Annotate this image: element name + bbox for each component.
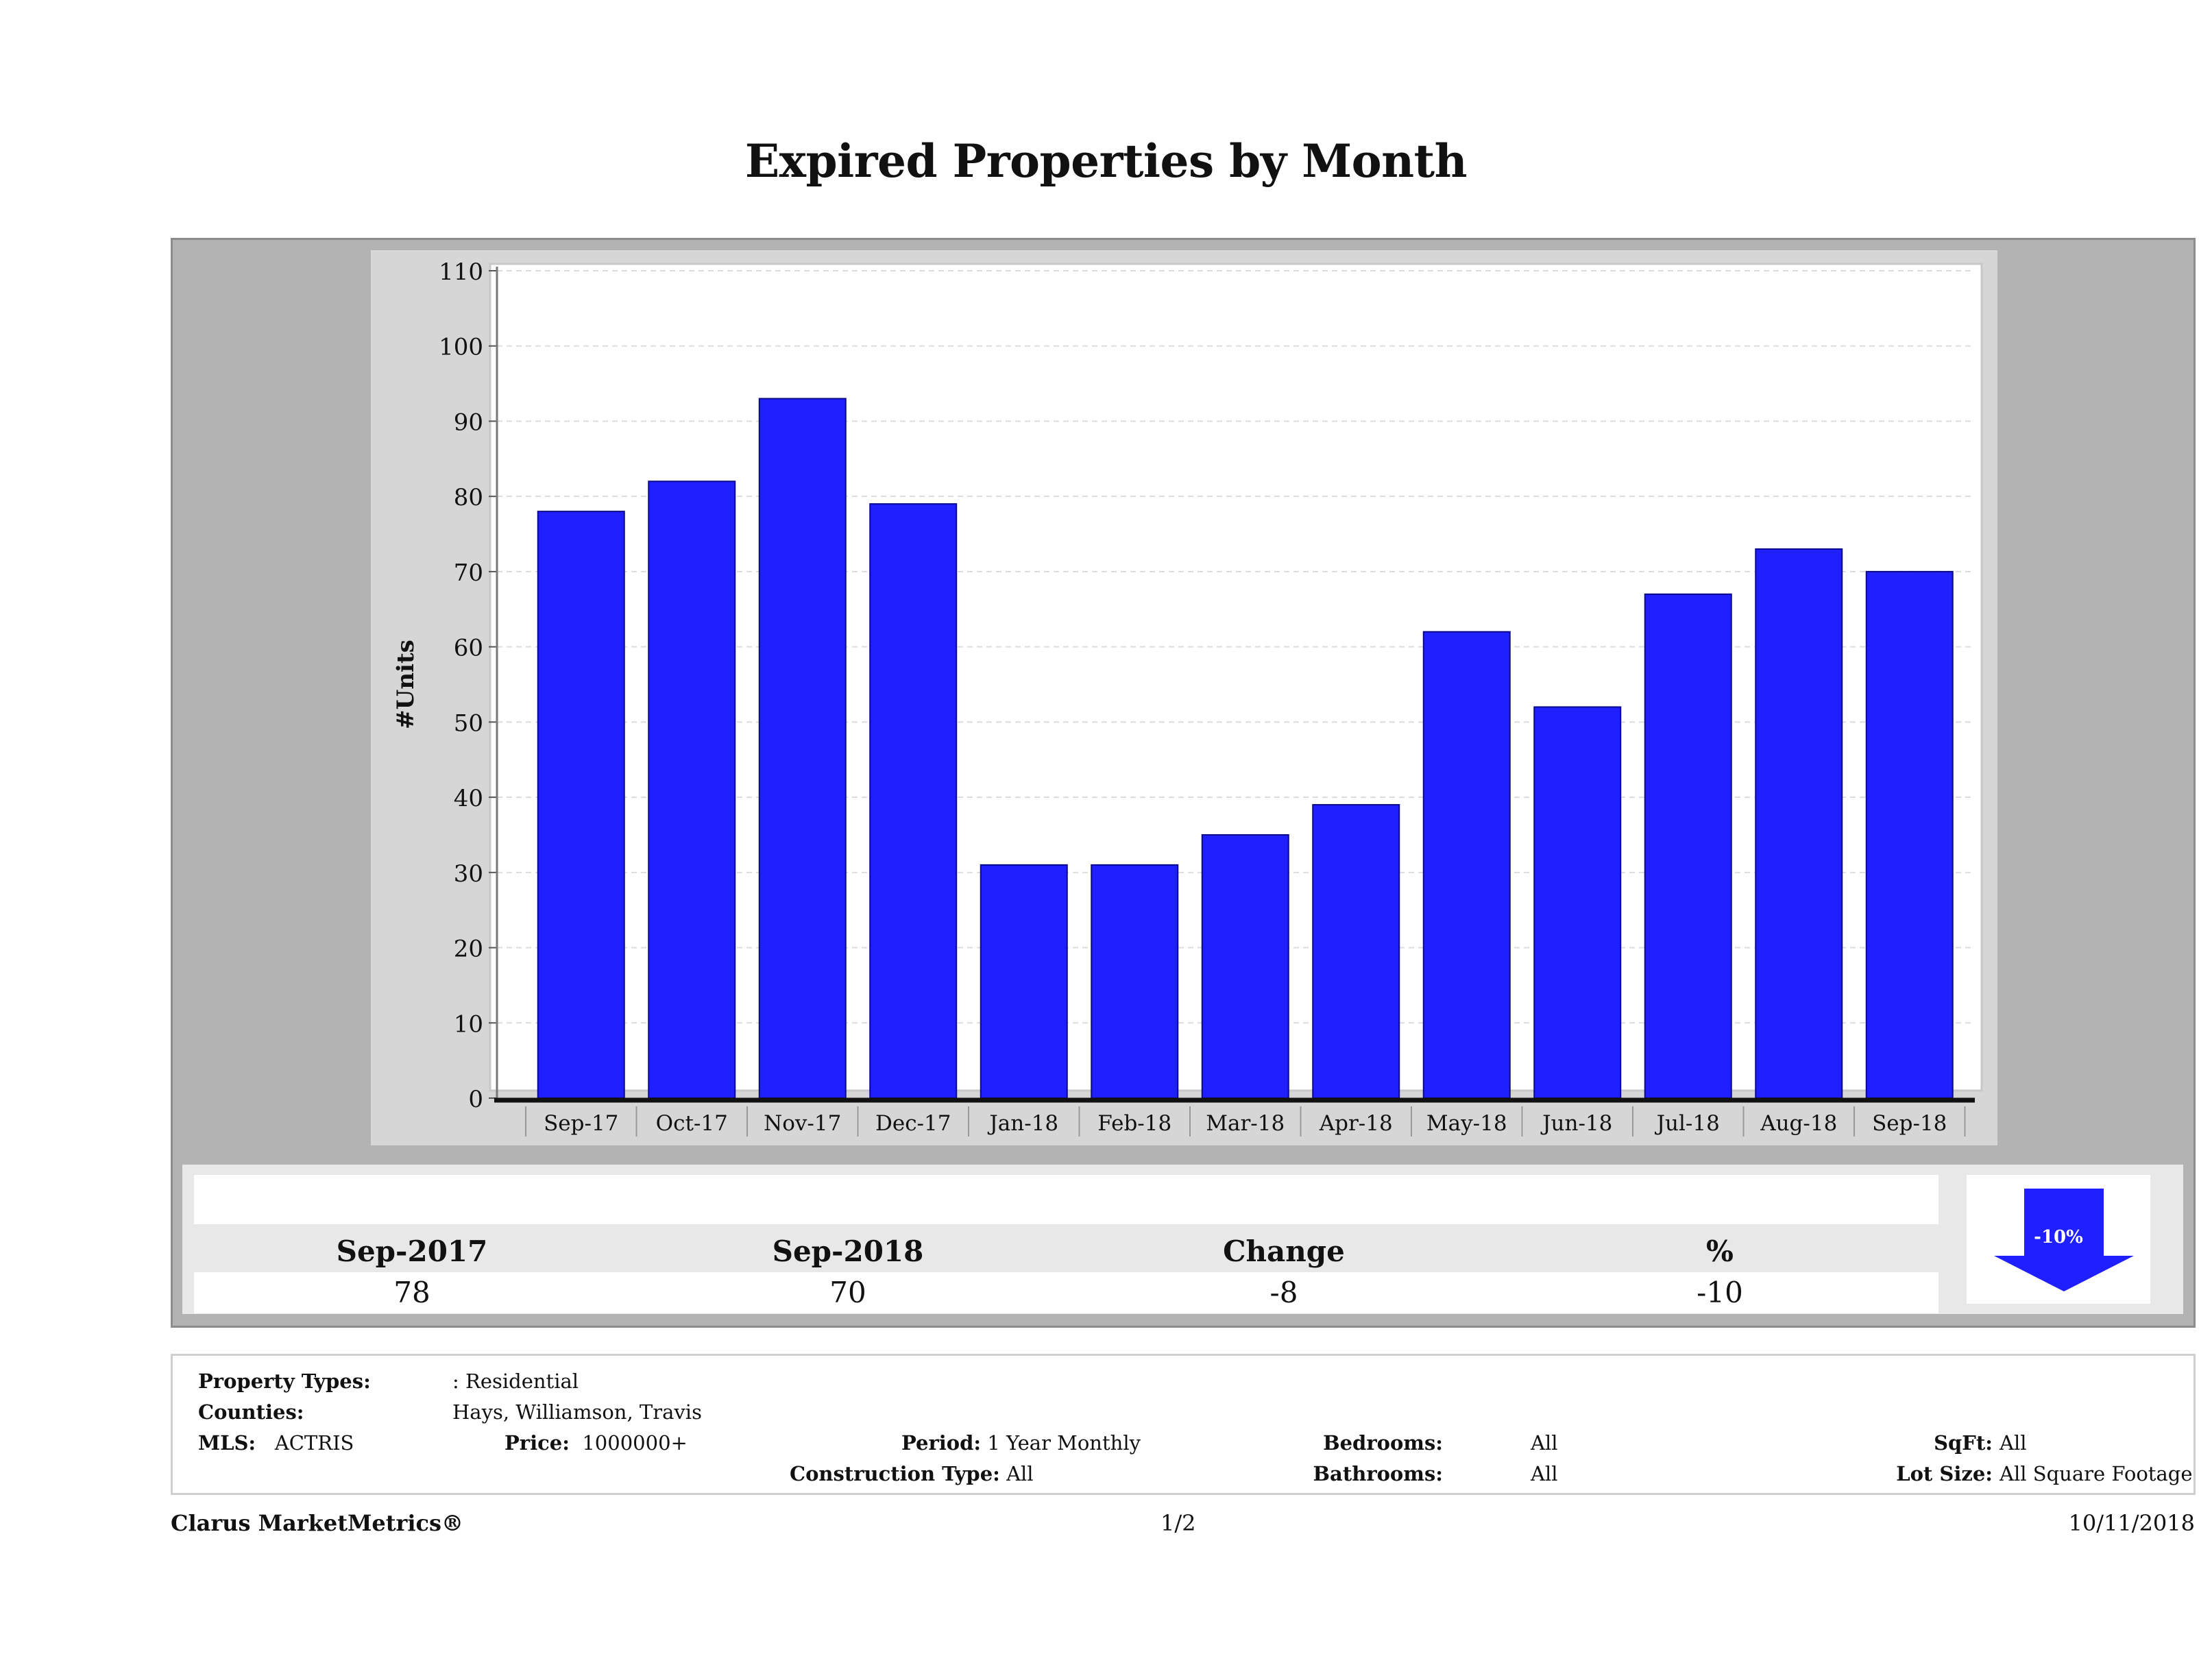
- bar-chart: 0 10 20 30 40 50 60 70 80 90 100 110 #Units Sep-17 Oct…: [392, 258, 1983, 1136]
- filter-bedrooms-label: Bedrooms:: [1323, 1431, 1443, 1455]
- bar-sep-18: [1865, 570, 1954, 1099]
- y-tick-label: 10: [454, 1010, 483, 1038]
- bar-jan-18: [980, 864, 1068, 1099]
- x-tick-label: Jun-18: [1540, 1111, 1612, 1136]
- value-percent: -10: [1697, 1276, 1743, 1309]
- x-tick-label: Sep-17: [544, 1111, 618, 1136]
- bar-feb-18: [1091, 864, 1179, 1099]
- x-tick-label: Aug-18: [1760, 1111, 1837, 1136]
- x-tick-label: May-18: [1426, 1111, 1507, 1136]
- filter-period: Period: 1 Year Monthly: [901, 1431, 1141, 1455]
- bar-aug-18: [1755, 548, 1843, 1099]
- trend-badge: -10%: [1967, 1175, 2150, 1304]
- header-change: Change: [1223, 1235, 1345, 1268]
- comparison-header-blank: [194, 1175, 1938, 1224]
- x-tick-label: Feb-18: [1097, 1111, 1171, 1136]
- x-tick-label: Apr-18: [1319, 1111, 1393, 1136]
- footer-page-number: 1/2: [1160, 1510, 1196, 1536]
- y-tick-label: 0: [468, 1086, 483, 1113]
- filter-property-types: Property Types:: [198, 1370, 371, 1393]
- y-tick-label: 30: [454, 860, 483, 888]
- value-sep-2017: 78: [393, 1276, 430, 1309]
- x-tick-label: Nov-17: [764, 1111, 841, 1136]
- filter-construction-type: Construction Type: All: [790, 1462, 1034, 1485]
- comparison-header-row: Sep-2017 Sep-2018 Change %: [194, 1231, 1938, 1272]
- filter-price: Price: 1000000+: [505, 1431, 688, 1455]
- header-percent: %: [1706, 1235, 1734, 1268]
- bar-jul-18: [1644, 593, 1732, 1099]
- footer-brand: Clarus MarketMetrics®: [171, 1510, 464, 1536]
- y-tick-label: 40: [454, 785, 483, 812]
- y-axis-label: #Units: [392, 640, 420, 729]
- x-tick-label: Jan-18: [987, 1111, 1058, 1136]
- comparison-value-row: 78 70 -8 -10: [194, 1272, 1938, 1313]
- header-sep-2018: Sep-2018: [772, 1235, 924, 1268]
- filter-lot-size-value: All Square Footage: [2000, 1462, 2193, 1485]
- bar-mar-18: [1201, 834, 1289, 1099]
- y-tick-label: 50: [454, 709, 483, 737]
- chart-frame: 0 10 20 30 40 50 60 70 80 90 100 110 #Units Sep-17 Oct…: [371, 250, 1997, 1145]
- value-change: -8: [1269, 1276, 1298, 1309]
- filter-bathrooms-label: Bathrooms:: [1313, 1462, 1443, 1485]
- bar-may-18: [1422, 631, 1511, 1099]
- bar-dec-17: [869, 503, 958, 1099]
- bar-nov-17: [758, 398, 847, 1099]
- x-tick-label: Mar-18: [1206, 1111, 1285, 1136]
- filter-bedrooms-value: All: [1531, 1431, 1558, 1455]
- trend-badge-label: -10%: [2034, 1227, 2083, 1248]
- filter-sqft-value: All: [2000, 1431, 2027, 1455]
- y-tick-label: 70: [454, 559, 483, 587]
- bar-apr-18: [1312, 804, 1400, 1099]
- filter-sqft-label: SqFt:: [1934, 1431, 1993, 1455]
- y-tick-label: 60: [454, 635, 483, 662]
- x-tick-label: Dec-17: [875, 1111, 951, 1136]
- header-sep-2017: Sep-2017: [336, 1235, 488, 1268]
- chart-title: Expired Properties by Month: [744, 134, 1468, 188]
- y-tick-label: 110: [439, 258, 483, 286]
- down-arrow-icon: [1994, 1189, 2134, 1291]
- filter-mls: MLS: ACTRIS: [198, 1431, 354, 1455]
- x-tick-label: Jul-18: [1655, 1111, 1720, 1136]
- x-tick-label: Sep-18: [1872, 1111, 1947, 1136]
- footer-date: 10/11/2018: [2068, 1510, 2195, 1536]
- bar-sep-17: [537, 511, 625, 1099]
- report-filters: Property Types: : Residential Counties: …: [171, 1354, 2196, 1495]
- comparison-panel: Sep-2017 Sep-2018 Change % 78 70 -8 -10 …: [182, 1165, 2183, 1314]
- y-tick-label: 100: [439, 334, 483, 361]
- filter-lot-size-label: Lot Size:: [1896, 1462, 1993, 1485]
- y-tick-label: 20: [454, 936, 483, 963]
- bar-oct-17: [648, 481, 736, 1099]
- filter-counties-value: Hays, Williamson, Travis: [452, 1400, 702, 1424]
- y-tick-label: 90: [454, 409, 483, 436]
- x-tick-label: Oct-17: [656, 1111, 728, 1136]
- filter-bathrooms-value: All: [1531, 1462, 1558, 1485]
- filter-property-types-value: : Residential: [452, 1370, 579, 1393]
- y-tick-label: 80: [454, 484, 483, 511]
- filter-counties: Counties:: [198, 1400, 304, 1424]
- value-sep-2018: 70: [829, 1276, 866, 1309]
- bar-jun-18: [1533, 706, 1622, 1099]
